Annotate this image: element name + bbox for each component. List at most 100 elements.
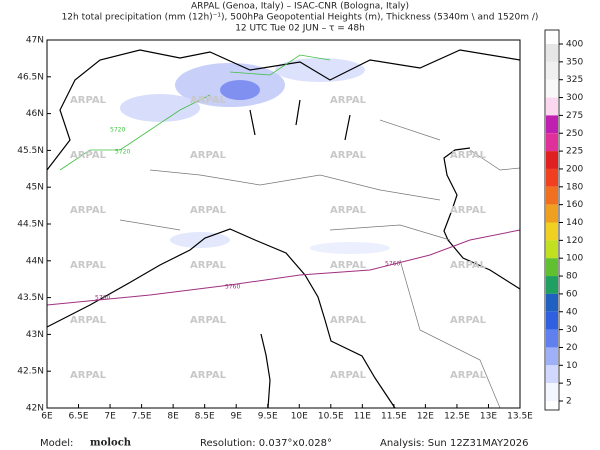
colorbar-swatch (546, 168, 558, 187)
colorbar-label: 40 (566, 307, 578, 317)
watermark: ARPAL (450, 150, 487, 161)
colorbar-frame (544, 29, 560, 411)
watermark: ARPAL (330, 260, 367, 271)
footer-analysis: Analysis: Sun 12Z31MAY2026 (380, 438, 529, 449)
watermark: ARPAL (70, 315, 107, 326)
watermark: ARPAL (190, 205, 227, 216)
header-line: 12 UTC Tue 02 JUN – τ = 48h (235, 24, 365, 34)
colorbar-swatch (546, 61, 558, 80)
contour-label: 5760 (385, 261, 400, 268)
colorbar-label: 350 (566, 57, 583, 67)
colorbar-swatch (546, 115, 558, 134)
contour-label: 5720 (110, 127, 125, 134)
watermark: ARPAL (450, 315, 487, 326)
colorbar-label: 20 (566, 343, 578, 353)
x-tick-label: 13E (480, 412, 497, 422)
colorbar-swatch (546, 240, 558, 259)
x-tick-label: 9.5E (258, 412, 278, 422)
y-tick-label: 43N (26, 330, 44, 340)
borders (119, 119, 521, 409)
colorbar-label: 275 (566, 111, 583, 121)
x-tick-label: 13.5E (507, 412, 533, 422)
x-tick-label: 8.5E (195, 412, 215, 422)
watermark: ARPAL (70, 150, 107, 161)
watermark: ARPAL (330, 150, 367, 161)
watermark: ARPAL (450, 260, 487, 271)
colorbar-swatch (546, 44, 558, 62)
colorbar-label: 225 (566, 147, 583, 157)
colorbar-label: 400 (566, 40, 583, 50)
y-tick-label: 46.5N (17, 72, 44, 82)
colorbar-swatch (546, 151, 558, 169)
x-tick-label: 10.5E (318, 412, 344, 422)
colorbar-swatch (546, 347, 558, 366)
colorbar-label: 250 (566, 129, 583, 139)
watermark: ARPAL (330, 95, 367, 106)
watermark: ARPAL (190, 95, 227, 106)
colorbar-label: 140 (566, 218, 583, 228)
y-tick-label: 45N (26, 183, 44, 193)
y-tick-label: 47N (26, 36, 44, 46)
colorbar-swatch (546, 365, 558, 384)
colorbar-label: 100 (566, 254, 583, 264)
colorbar-label: 60 (566, 289, 578, 299)
footer-model: moloch (90, 438, 132, 449)
y-tick-label: 42N (26, 404, 44, 414)
colorbar-label: 80 (566, 272, 578, 282)
map-frame (46, 39, 521, 409)
colorbar-swatch (546, 258, 558, 277)
watermark: ARPAL (70, 205, 107, 216)
x-tick-label: 10E (291, 412, 308, 422)
colorbar-label: 2 (566, 397, 572, 407)
x-tick-label: 6E (41, 412, 53, 422)
x-tick-label: 6.5E (69, 412, 89, 422)
x-tick-label: 12.5E (444, 412, 470, 422)
y-tick-label: 44N (26, 256, 44, 266)
colorbar-label: 10 (566, 361, 578, 371)
colorbar-swatch (546, 186, 558, 205)
watermark: ARPAL (330, 370, 367, 381)
x-tick-label: 8E (167, 412, 179, 422)
watermark: ARPAL (330, 315, 367, 326)
colorbar-label: 160 (566, 200, 583, 210)
colorbar-swatch (546, 222, 558, 241)
contour-label: 5720 (115, 149, 130, 156)
colorbar-label: 200 (566, 164, 583, 174)
colorbar-label: 5 (566, 379, 572, 389)
contour-label: 5760 (225, 284, 240, 291)
colorbar-label: 180 (566, 182, 583, 192)
coastline (46, 49, 521, 409)
watermark: ARPAL (450, 205, 487, 216)
y-tick-label: 43.5N (17, 293, 44, 303)
colorbar-swatch (546, 311, 558, 330)
contour-label: 5760 (95, 295, 110, 302)
x-tick-label: 7E (104, 412, 116, 422)
colorbar-label: 325 (566, 75, 583, 85)
header-line: 12h total precipitation (mm (12h)⁻¹), 50… (62, 13, 539, 23)
colorbar-swatch (546, 293, 558, 312)
y-tick-label: 42.5N (17, 367, 44, 377)
watermark: ARPAL (330, 205, 367, 216)
watermark: ARPAL (190, 370, 227, 381)
colorbar-label: 300 (566, 93, 583, 103)
watermark: ARPAL (190, 150, 227, 161)
watermark: ARPAL (70, 260, 107, 271)
colorbar-swatch (546, 204, 558, 223)
colorbar-swatch (546, 383, 558, 401)
x-tick-label: 11.5E (381, 412, 407, 422)
x-tick-label: 11E (354, 412, 371, 422)
colorbar-swatch (546, 97, 558, 116)
header-line: ARPAL (Genoa, Italy) – ISAC-CNR (Bologna… (191, 2, 409, 12)
x-tick-label: 7.5E (132, 412, 152, 422)
colorbar-swatch (546, 79, 558, 98)
x-tick-label: 12E (417, 412, 434, 422)
contours (46, 54, 521, 306)
x-tick-label: 9E (230, 412, 242, 422)
y-tick-label: 45.5N (17, 146, 44, 156)
watermark: ARPAL (190, 315, 227, 326)
colorbar-swatch (546, 276, 558, 294)
colorbar-swatch (546, 329, 558, 348)
watermark: ARPAL (190, 260, 227, 271)
footer-resolution: Resolution: 0.037°x0.028° (200, 438, 332, 449)
